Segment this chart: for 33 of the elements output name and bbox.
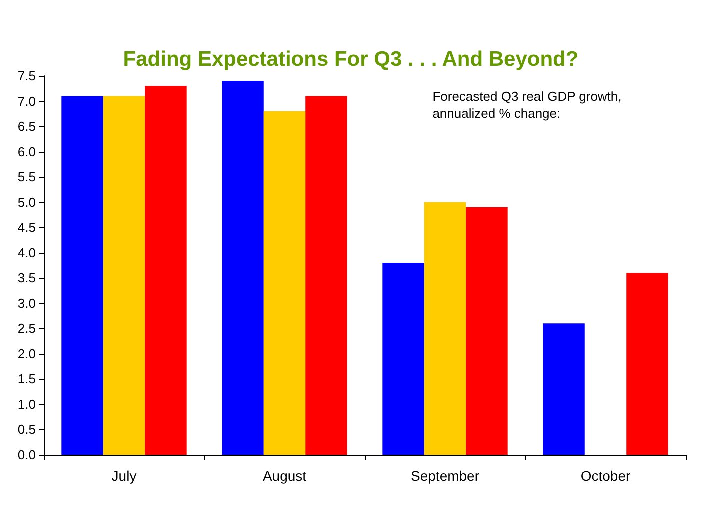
bar xyxy=(62,96,104,455)
y-tick-label: 4.0 xyxy=(18,245,36,260)
y-tick-label: 3.0 xyxy=(18,296,36,311)
bar xyxy=(306,96,348,455)
x-tick-label: July xyxy=(112,468,137,484)
bar xyxy=(264,111,306,455)
y-tick-label: 3.5 xyxy=(18,270,36,286)
y-tick-label: 1.0 xyxy=(18,396,36,412)
y-tick-label: 6.5 xyxy=(18,119,36,134)
y-tick-label: 5.5 xyxy=(18,170,36,185)
annotation: Forecasted Q3 real GDP growth, annualized % change: xyxy=(432,89,622,121)
chart-title: Fading Expectations For Q3 . . . And Beyond? xyxy=(123,48,579,71)
bar xyxy=(543,324,585,455)
y-tick-label: 2.0 xyxy=(18,346,36,362)
y-tick-label: 0.5 xyxy=(18,422,36,438)
bar xyxy=(626,273,668,455)
y-tick-label: 7.0 xyxy=(18,94,36,109)
bar xyxy=(103,96,146,455)
bar xyxy=(382,262,424,455)
x-tick-label: October xyxy=(580,468,631,484)
y-tick-label: 4.5 xyxy=(18,220,36,236)
bar xyxy=(222,81,264,455)
y-tick-label: 2.5 xyxy=(18,321,36,336)
y-tick-label: 7.5 xyxy=(18,68,36,84)
bar xyxy=(466,207,508,455)
bar xyxy=(145,86,187,455)
y-tick-label: 0.0 xyxy=(18,448,36,462)
y-tick-label: 1.5 xyxy=(18,372,36,387)
x-tick-label: August xyxy=(262,468,307,484)
y-tick-label: 5.0 xyxy=(18,194,36,210)
bar xyxy=(424,202,466,455)
x-tick-label: September xyxy=(411,468,480,484)
y-tick-label: 6.0 xyxy=(18,144,36,160)
